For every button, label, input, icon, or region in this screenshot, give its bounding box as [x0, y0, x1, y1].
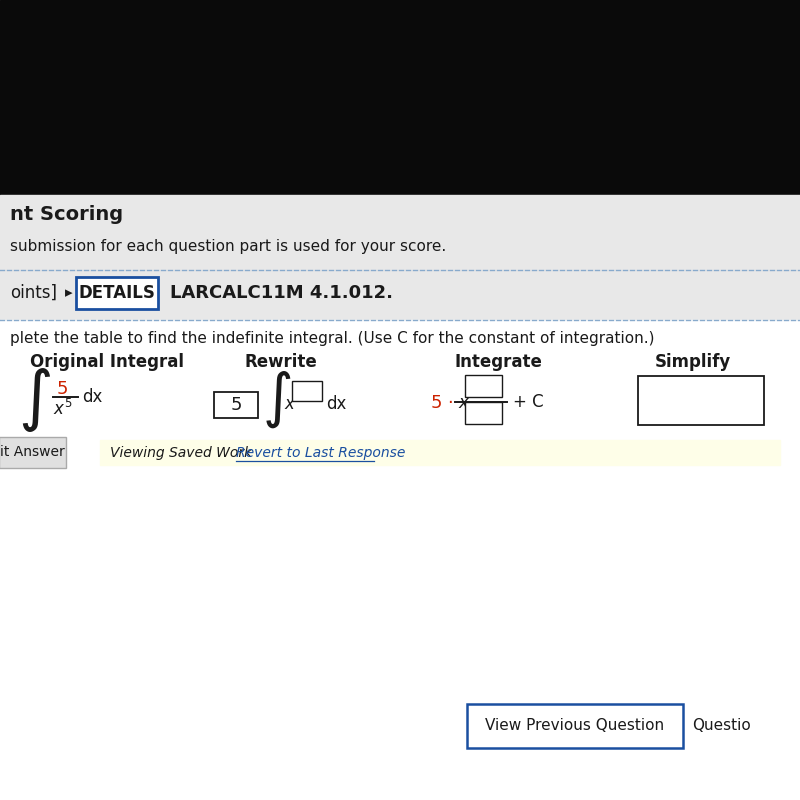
Text: $\int$: $\int$: [262, 370, 291, 430]
Bar: [100, 440, 780, 465]
Text: Questio: Questio: [692, 718, 750, 734]
Bar: [0, 0, 800, 195]
FancyBboxPatch shape: [638, 376, 764, 425]
Text: oints]: oints]: [10, 284, 57, 302]
Text: Revert to Last Response: Revert to Last Response: [236, 446, 406, 459]
Text: Rewrite: Rewrite: [245, 353, 318, 371]
Text: it Answer: it Answer: [0, 446, 64, 459]
Text: nt Scoring: nt Scoring: [10, 206, 123, 225]
Text: $x^5$: $x^5$: [53, 399, 73, 419]
Text: Integrate: Integrate: [455, 353, 543, 371]
Bar: [0, 320, 800, 800]
Text: submission for each question part is used for your score.: submission for each question part is use…: [10, 239, 446, 254]
FancyBboxPatch shape: [465, 402, 502, 424]
FancyBboxPatch shape: [214, 392, 258, 418]
Bar: [0, 195, 800, 430]
Text: Viewing Saved Work: Viewing Saved Work: [110, 446, 257, 459]
FancyBboxPatch shape: [292, 381, 322, 401]
FancyBboxPatch shape: [465, 375, 502, 397]
Text: + C: + C: [513, 393, 544, 411]
Text: 5: 5: [230, 396, 242, 414]
Text: $5\,\cdot$: $5\,\cdot$: [430, 394, 454, 412]
Text: $x$: $x$: [458, 394, 470, 412]
Text: LARCALC11M 4.1.012.: LARCALC11M 4.1.012.: [170, 284, 393, 302]
Text: ▸: ▸: [65, 286, 73, 301]
FancyBboxPatch shape: [0, 437, 66, 468]
Text: Original Integral: Original Integral: [30, 353, 184, 371]
Text: 5: 5: [57, 380, 69, 398]
FancyBboxPatch shape: [76, 277, 158, 309]
Text: dx: dx: [82, 388, 102, 406]
Text: $x$: $x$: [284, 395, 297, 413]
Text: dx: dx: [326, 395, 346, 413]
Text: DETAILS: DETAILS: [78, 284, 155, 302]
Text: View Previous Question: View Previous Question: [486, 718, 665, 734]
Text: $\int$: $\int$: [18, 366, 51, 434]
Text: Simplify: Simplify: [655, 353, 731, 371]
FancyBboxPatch shape: [467, 704, 683, 748]
Text: plete the table to find the indefinite integral. (Use C for the constant of inte: plete the table to find the indefinite i…: [10, 330, 654, 346]
